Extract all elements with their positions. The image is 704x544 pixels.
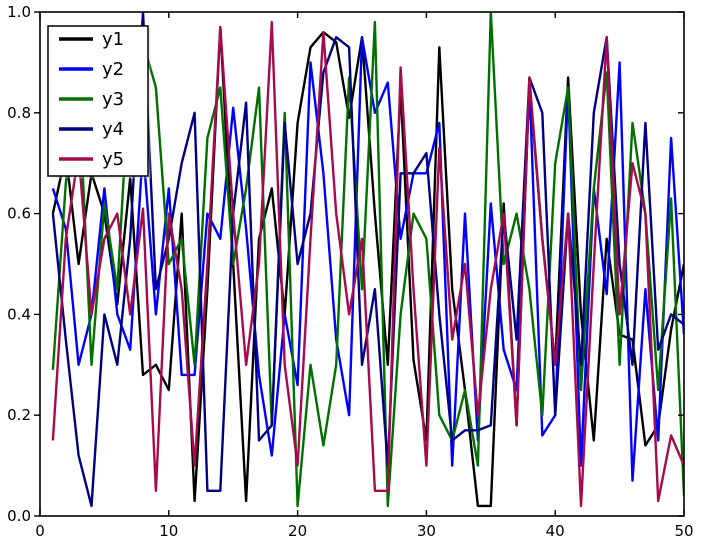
- legend-label-y5: y5: [102, 149, 124, 170]
- axes-spines: [39, 11, 685, 517]
- legend-label-y3: y3: [102, 89, 124, 110]
- legend-label-y1: y1: [102, 29, 124, 50]
- x-tick-label: 20: [288, 522, 307, 540]
- legend-label-y4: y4: [102, 119, 124, 140]
- series-line-y1: [51, 25, 684, 508]
- series-line-y4: [51, 12, 684, 508]
- y-tick-label: 0.4: [7, 305, 31, 323]
- series-line-y2: [51, 36, 684, 482]
- y-tick-label: 0.6: [7, 205, 31, 223]
- y-tick-label: 0.0: [7, 507, 31, 525]
- x-tick-label: 0: [35, 522, 45, 540]
- x-tick-label: 50: [674, 522, 693, 540]
- x-tick-label: 40: [546, 522, 565, 540]
- legend-label-y2: y2: [102, 59, 124, 80]
- legend-box: [47, 25, 149, 177]
- series-line-y5: [51, 20, 684, 508]
- x-tick-label: 30: [417, 522, 436, 540]
- y-tick-label: 1.0: [7, 3, 31, 21]
- y-tick-label: 0.2: [7, 406, 31, 424]
- x-tick-label: 10: [159, 522, 178, 540]
- y-tick-label: 0.8: [7, 104, 31, 122]
